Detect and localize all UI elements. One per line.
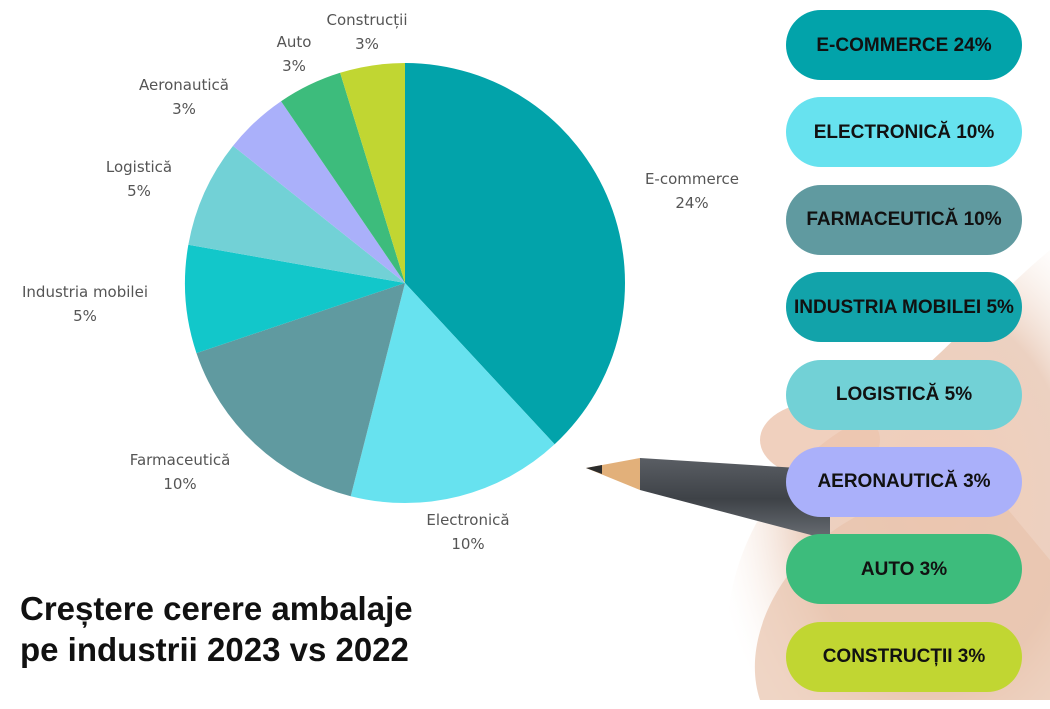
legend-pill-5: AERONAUTICĂ 3%	[786, 446, 1022, 517]
legend-pill-3: INDUSTRIA MOBILEI 5%	[786, 272, 1022, 343]
pie-slice-5	[232, 101, 405, 283]
pie-label-value-6: 3%	[282, 57, 306, 75]
pie-chart: E-commerce 24% Electronică 10% Farmaceutică 1…	[22, 11, 739, 553]
pie-label-value-7: 3%	[355, 35, 379, 53]
pie-label-value-2: 10%	[163, 475, 196, 493]
chart-title-line-2: pe industrii 2023 vs 2022	[20, 631, 409, 668]
pie-slices	[184, 63, 625, 503]
pie-label-value-1: 10%	[451, 535, 484, 553]
pie-label-value-0: 24%	[675, 194, 708, 212]
legend-pill-2: FARMACEUTICĂ 10%	[786, 184, 1022, 255]
pie-slice-6	[281, 72, 405, 283]
pie-label-value-5: 3%	[172, 100, 196, 118]
pie-slice-1	[350, 283, 555, 503]
legend-pill-list: E-COMMERCE 24% ELECTRONICĂ 10% FARMACEUTIC…	[786, 10, 1022, 709]
pie-label-value-4: 5%	[127, 182, 151, 200]
pie-label-name-6: Auto	[277, 33, 312, 51]
pie-label-name-1: Electronică	[426, 511, 509, 529]
pie-label-value-3: 5%	[73, 307, 97, 325]
pie-labels: E-commerce 24% Electronică 10% Farmaceutică 1…	[22, 11, 739, 553]
legend-pill-1: ELECTRONICĂ 10%	[786, 97, 1022, 168]
legend-pill-0: E-COMMERCE 24%	[786, 10, 1022, 80]
legend-pill-4: LOGISTICĂ 5%	[786, 359, 1022, 430]
pie-label-name-2: Farmaceutică	[130, 451, 231, 469]
pie-label-name-0: E-commerce	[645, 170, 739, 188]
pie-label-name-7: Construcții	[327, 11, 408, 29]
pie-slice-7	[340, 63, 405, 283]
pie-slice-2	[196, 283, 405, 497]
legend-pill-7: CONSTRUCȚII 3%	[786, 621, 1022, 692]
pie-label-name-4: Logistică	[106, 158, 172, 176]
legend-pill-6: AUTO 3%	[786, 534, 1022, 605]
pie-label-name-5: Aeronautică	[139, 76, 229, 94]
pie-slice-3	[184, 244, 405, 354]
chart-title: Creștere cerere ambalaje pe industrii 20…	[20, 588, 580, 670]
chart-title-line-1: Creștere cerere ambalaje	[20, 590, 413, 627]
pie-label-name-3: Industria mobilei	[22, 283, 148, 301]
pie-slice-4	[188, 145, 405, 283]
pie-slice-0	[405, 63, 625, 445]
